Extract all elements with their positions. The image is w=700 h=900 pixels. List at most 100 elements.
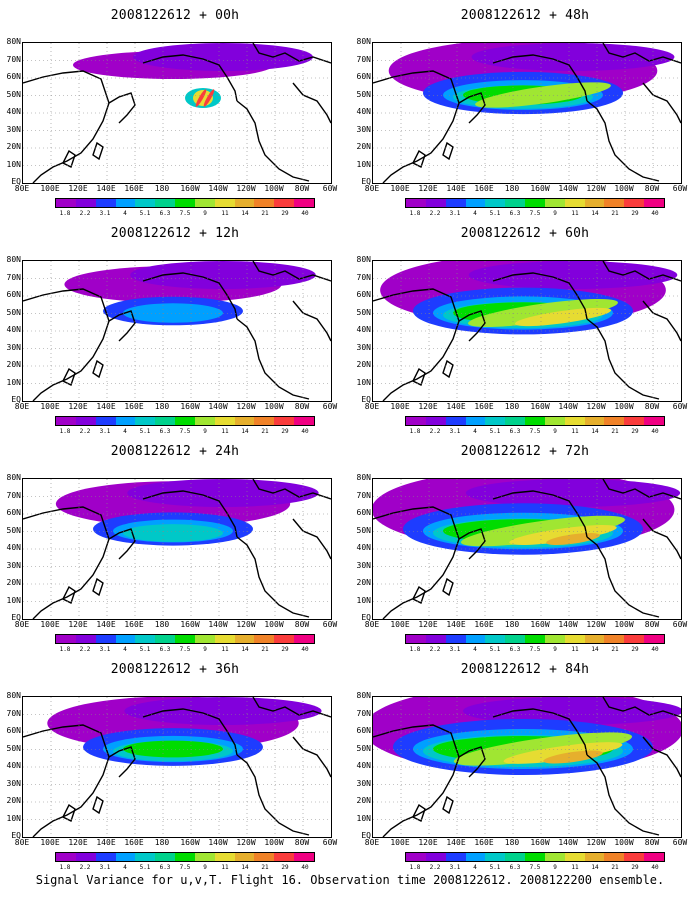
longitude-label: 120W xyxy=(236,620,256,629)
colorbar-segment xyxy=(485,853,506,861)
longitude-label: 60W xyxy=(672,620,688,629)
longitude-label: 80W xyxy=(644,402,660,411)
colorbar-segment xyxy=(135,635,156,643)
colorbar-label: 40 xyxy=(301,646,309,653)
variance-contour xyxy=(465,479,681,507)
latitude-label: 50N xyxy=(356,743,371,753)
latitude-label: 70N xyxy=(6,490,21,500)
longitude-label: 160E xyxy=(474,620,494,629)
colorbar-label: 2.2 xyxy=(429,210,441,217)
panel-title: 2008122612 + 12h xyxy=(110,226,240,241)
latitude-label: 60N xyxy=(6,726,21,735)
latitude-label: 10N xyxy=(6,159,21,169)
colorbar-segment xyxy=(115,853,136,861)
colorbar-segment xyxy=(254,417,275,425)
colorbar-label: 11 xyxy=(221,646,229,653)
colorbar-segment xyxy=(115,635,136,643)
latitude-label: 10N xyxy=(6,595,21,605)
coastline xyxy=(108,92,136,124)
colorbar-label: 40 xyxy=(651,210,659,217)
latitude-label: 60N xyxy=(356,290,371,299)
coastline xyxy=(586,536,660,618)
colorbar-segment xyxy=(564,199,585,207)
colorbar-label: 4 xyxy=(473,210,477,217)
colorbar-label: 29 xyxy=(281,646,289,653)
coastline xyxy=(142,490,238,538)
longitude-label: 140W xyxy=(558,620,578,629)
longitude-label: 80E xyxy=(364,184,380,193)
colorbar-segment xyxy=(155,417,176,425)
colorbar-segment xyxy=(544,853,565,861)
longitude-label: 100E xyxy=(40,184,60,193)
colorbar-label: 29 xyxy=(281,428,289,435)
colorbar-segment xyxy=(95,417,116,425)
colorbar-label: 9 xyxy=(553,646,557,653)
colorbar-segment xyxy=(525,635,545,643)
colorbar-label: 5.1 xyxy=(139,646,151,653)
variance-contour xyxy=(123,303,223,323)
colorbar xyxy=(55,198,315,208)
colorbar-label: 5.1 xyxy=(489,864,501,871)
colorbar xyxy=(405,634,665,644)
colorbar-segment xyxy=(95,635,116,643)
colorbar-label: 14 xyxy=(591,864,599,871)
latitude-label: 70N xyxy=(6,272,21,282)
latitude-label: 60N xyxy=(356,508,371,517)
longitude-label: 160W xyxy=(530,402,550,411)
longitude-label: 80W xyxy=(644,184,660,193)
colorbar-segment xyxy=(135,199,156,207)
colorbar-label: 11 xyxy=(571,428,579,435)
longitude-label: 80W xyxy=(294,620,310,629)
coastline xyxy=(586,100,660,182)
latitude-label: 50N xyxy=(6,743,21,753)
colorbar xyxy=(405,198,665,208)
coastline xyxy=(62,803,76,822)
coastline xyxy=(92,795,104,815)
map-canvas xyxy=(23,697,331,837)
colorbar-label: 7.5 xyxy=(179,210,191,217)
latitude-label: 20N xyxy=(6,142,21,151)
longitude-label: 80W xyxy=(644,838,660,847)
colorbar-label: 9 xyxy=(203,864,207,871)
colorbar-segment xyxy=(564,853,585,861)
longitude-label: 180 xyxy=(154,184,170,193)
longitude-label: 80E xyxy=(14,184,30,193)
latitude-label: 40N xyxy=(356,325,371,334)
map-canvas xyxy=(23,479,331,619)
colorbar-segment xyxy=(584,199,605,207)
colorbar-label: 2.2 xyxy=(429,428,441,435)
coastline xyxy=(458,528,486,560)
colorbar-label: 6.3 xyxy=(159,646,171,653)
coastline xyxy=(373,288,460,401)
longitude-label: 120W xyxy=(236,184,256,193)
colorbar-segment xyxy=(465,635,486,643)
colorbar-segment xyxy=(254,635,275,643)
colorbar-label: 6.3 xyxy=(159,210,171,217)
colorbar-segment xyxy=(406,853,426,861)
colorbar-label: 1.8 xyxy=(409,864,421,871)
longitude-label: 80E xyxy=(14,838,30,847)
coastline xyxy=(62,585,76,604)
latitude-label: 10N xyxy=(6,377,21,387)
colorbar-label: 1.8 xyxy=(59,428,71,435)
latitude-label: 40N xyxy=(6,543,21,552)
colorbar-segment xyxy=(624,417,645,425)
colorbar-label: 21 xyxy=(261,646,269,653)
longitude-label: 120E xyxy=(418,184,438,193)
longitude-label: 100W xyxy=(264,620,284,629)
variance-contour xyxy=(123,524,223,542)
longitude-label: 160E xyxy=(124,620,144,629)
colorbar-segment xyxy=(294,199,314,207)
longitude-label: 140W xyxy=(208,184,228,193)
longitude-label: 120W xyxy=(236,402,256,411)
colorbar-segment xyxy=(274,199,295,207)
colorbar-label: 1.8 xyxy=(409,210,421,217)
longitude-label: 100W xyxy=(264,838,284,847)
latitude-label: 20N xyxy=(356,360,371,369)
colorbar-label: 7.5 xyxy=(529,428,541,435)
longitude-label: 100W xyxy=(264,402,284,411)
colorbar-label: 14 xyxy=(241,428,249,435)
coastline xyxy=(642,82,681,124)
longitude-label: 140E xyxy=(446,184,466,193)
coastline xyxy=(458,746,486,778)
